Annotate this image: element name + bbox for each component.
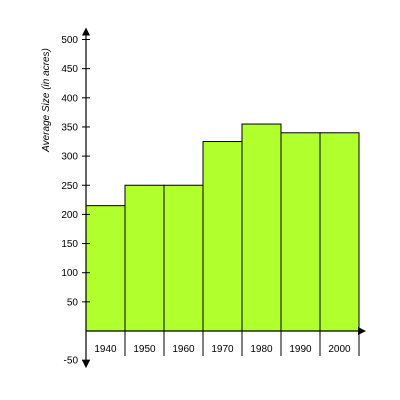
x-tick-label-2000: 2000 — [328, 344, 351, 355]
bar-1950 — [124, 184, 165, 332]
y-axis-title: Average Size (in acres) — [41, 48, 52, 153]
y-tick-label--50: -50 — [64, 356, 79, 367]
axes-layer — [82, 27, 366, 369]
bar-2000 — [319, 132, 360, 332]
x-axis-arrow — [358, 327, 366, 335]
x-tick-label-1950: 1950 — [133, 344, 156, 355]
y-tick-label-250: 250 — [61, 181, 78, 192]
y-tick-label-300: 300 — [61, 152, 78, 163]
x-tick-label-1970: 1970 — [211, 344, 234, 355]
x-tick-label-1980: 1980 — [250, 344, 273, 355]
y-axis-arrow-down — [82, 360, 90, 369]
x-tick-labels: 1940 1950 1960 1970 1980 1990 2000 — [94, 344, 351, 355]
x-tick-label-1960: 1960 — [172, 344, 195, 355]
y-tick-label-350: 350 — [61, 122, 78, 133]
bar-1990 — [280, 132, 321, 332]
y-tick-label-50: 50 — [67, 297, 79, 308]
y-tick-label-450: 450 — [61, 64, 78, 75]
bar-1970 — [202, 141, 243, 332]
y-tick-label-100: 100 — [61, 268, 78, 279]
bar-1960 — [163, 184, 204, 332]
bar-1980 — [241, 123, 282, 332]
bars-layer — [85, 123, 360, 332]
y-tick-label-500: 500 — [61, 35, 78, 46]
x-tick-label-1940: 1940 — [94, 344, 117, 355]
y-tick-label-400: 400 — [61, 93, 78, 104]
y-tick-label-200: 200 — [61, 210, 78, 221]
y-tick-label-150: 150 — [61, 239, 78, 250]
bar-1940 — [85, 205, 126, 332]
y-tick-labels: -50 50 100 150 200 250 300 350 400 450 500 — [61, 35, 78, 367]
y-axis-arrow-up — [82, 27, 90, 36]
x-tick-label-1990: 1990 — [289, 344, 312, 355]
